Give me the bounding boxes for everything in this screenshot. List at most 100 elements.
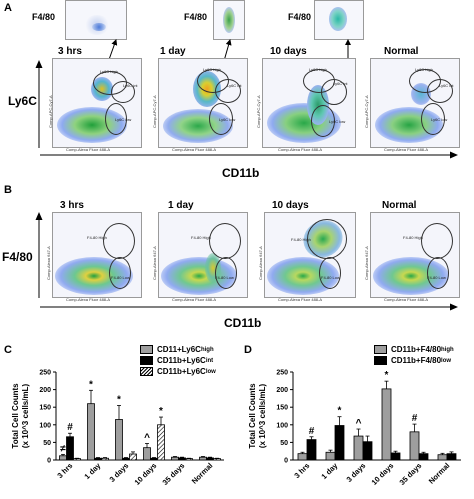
significance-marker: ^ bbox=[356, 418, 362, 429]
significance-marker: # bbox=[412, 413, 418, 424]
bar bbox=[213, 458, 221, 461]
b-title-3hrs: 3 hrs bbox=[60, 200, 84, 211]
x-tick-label: 10 days bbox=[370, 461, 396, 487]
inset-1-label: F4/80 bbox=[32, 12, 56, 22]
a-plot-1day: Ly6C high Ly6C int Ly6C low bbox=[158, 58, 248, 148]
bar bbox=[178, 457, 186, 461]
y-tick-label: 200 bbox=[39, 387, 51, 394]
x-tick-label: 35 days bbox=[161, 461, 187, 487]
bar bbox=[325, 451, 336, 461]
bar bbox=[115, 419, 123, 461]
y-axis-label: (x 10^3 cells/mL) bbox=[258, 384, 267, 449]
bar bbox=[437, 454, 448, 461]
b-plot-10days: F4-80 High F4-80 Low bbox=[264, 212, 356, 298]
a-plot-10days: Ly6C high Ly6C int Ly6C low bbox=[262, 58, 356, 148]
legend-c-item-low: CD11b+Ly6C low bbox=[140, 366, 216, 377]
b-gate-high-normal bbox=[421, 223, 453, 259]
y-tick-label: 250 bbox=[276, 370, 288, 377]
a-plot-3hrs: Ly6C high Ly6C int Ly6C low bbox=[52, 58, 142, 148]
a-plot-normal: Ly6C high Ly6C int Ly6C low bbox=[370, 58, 460, 148]
significance-marker: ^ bbox=[144, 432, 150, 443]
y-tick-label: 50 bbox=[280, 440, 288, 447]
a-x-marker: CD11b bbox=[222, 166, 260, 180]
y-tick-label: 250 bbox=[39, 370, 51, 377]
b-title-10days: 10 days bbox=[272, 200, 309, 211]
y-tick-label: 0 bbox=[284, 458, 288, 465]
inset-2-label: F4/80 bbox=[184, 12, 208, 22]
bar bbox=[59, 455, 67, 461]
x-tick-label: 3 days bbox=[108, 461, 131, 484]
y-tick-label: 200 bbox=[276, 387, 288, 394]
legend-d-item-high: CD11b+F4/80 high bbox=[374, 344, 454, 355]
a-title-10days: 10 days bbox=[270, 46, 307, 57]
x-tick-label: Normal bbox=[190, 461, 215, 486]
inset-plot-3hrs bbox=[65, 0, 127, 40]
b-y-arrow bbox=[35, 212, 43, 298]
a-y-arrow bbox=[35, 60, 43, 148]
bar bbox=[199, 456, 207, 461]
x-tick-label: 1 day bbox=[82, 460, 103, 481]
b-plot-3hrs: F4-80 High F4-80 Low bbox=[52, 212, 142, 298]
significance-marker: * bbox=[89, 379, 93, 390]
y-tick-label: 50 bbox=[43, 440, 51, 447]
panel-c-letter: C bbox=[4, 344, 12, 356]
legend-c-item-high: CD11+Ly6C high bbox=[140, 344, 216, 355]
bar bbox=[409, 431, 420, 461]
b-title-normal: Normal bbox=[382, 200, 417, 211]
significance-marker: * bbox=[338, 406, 342, 417]
a-title-3hrs: 3 hrs bbox=[58, 46, 82, 57]
bar bbox=[73, 458, 81, 461]
y-tick-label: 150 bbox=[276, 405, 288, 412]
panel-a-letter: A bbox=[4, 2, 12, 14]
legend-d: CD11b+F4/80 high CD11b+F4/80 low bbox=[374, 344, 454, 366]
a-title-1day: 1 day bbox=[160, 46, 186, 57]
significance-marker: # bbox=[67, 422, 73, 433]
b-plot-normal: F4-80 High F4-80 Low bbox=[370, 212, 460, 298]
y-axis-label: Total Cell Counts bbox=[11, 383, 20, 449]
b-x-marker: CD11b bbox=[224, 316, 262, 330]
bar bbox=[206, 457, 214, 461]
y-axis-label: (x 10^3 cells/mL) bbox=[21, 384, 30, 449]
x-tick-label: 35 days bbox=[398, 461, 424, 487]
bar bbox=[446, 453, 457, 461]
bar bbox=[171, 456, 179, 461]
b-x-arrow bbox=[40, 303, 458, 311]
chart-c: 0 50 100 150 200 250 Total Cell Counts (x 10^3 … bbox=[11, 370, 224, 487]
bar bbox=[185, 458, 193, 461]
bar bbox=[390, 452, 401, 461]
y-tick-label: 100 bbox=[276, 422, 288, 429]
a-y-marker: Ly6C bbox=[8, 94, 37, 108]
x-tick-label: 3 hrs bbox=[55, 461, 74, 480]
b-gate-high-1day bbox=[209, 223, 241, 259]
significance-marker: * bbox=[117, 394, 121, 405]
panel-d-letter: D bbox=[244, 344, 252, 356]
b-title-1day: 1 day bbox=[168, 200, 194, 211]
bar bbox=[122, 457, 130, 461]
bar bbox=[94, 457, 102, 461]
a-title-normal: Normal bbox=[384, 46, 419, 57]
x-tick-label: 10 days bbox=[133, 461, 159, 487]
a-x-arrow bbox=[40, 151, 458, 159]
inset-3-label: F4/80 bbox=[288, 12, 312, 22]
legend-d-item-low: CD11b+F4/80 low bbox=[374, 355, 454, 366]
y-tick-label: 0 bbox=[47, 458, 51, 465]
bar bbox=[150, 457, 158, 461]
x-tick-label: 3 days bbox=[345, 461, 368, 484]
significance-marker: * bbox=[385, 370, 389, 381]
bar bbox=[66, 436, 74, 461]
legend-c-item-int: CD11b+Ly6C int bbox=[140, 355, 216, 366]
x-tick-label: 3 hrs bbox=[292, 461, 311, 480]
y-axis-label: Total Cell Counts bbox=[248, 383, 257, 449]
bar bbox=[129, 453, 137, 461]
bar bbox=[143, 447, 151, 461]
bar bbox=[297, 453, 308, 461]
x-tick-label: 1 day bbox=[319, 460, 340, 481]
significance-marker: * bbox=[159, 406, 163, 417]
b-gate-high-3hrs bbox=[103, 223, 135, 259]
x-tick-label: Normal bbox=[427, 461, 452, 486]
significance-marker: ≠ bbox=[60, 443, 66, 454]
bar bbox=[334, 425, 345, 461]
chart-d: 0 50 100 150 200 250 Total Cell Counts (x 10^3 … bbox=[248, 370, 461, 487]
legend-c: CD11+Ly6C high CD11b+Ly6C int CD11b+Ly6C lo… bbox=[140, 344, 216, 377]
bar bbox=[306, 439, 317, 461]
